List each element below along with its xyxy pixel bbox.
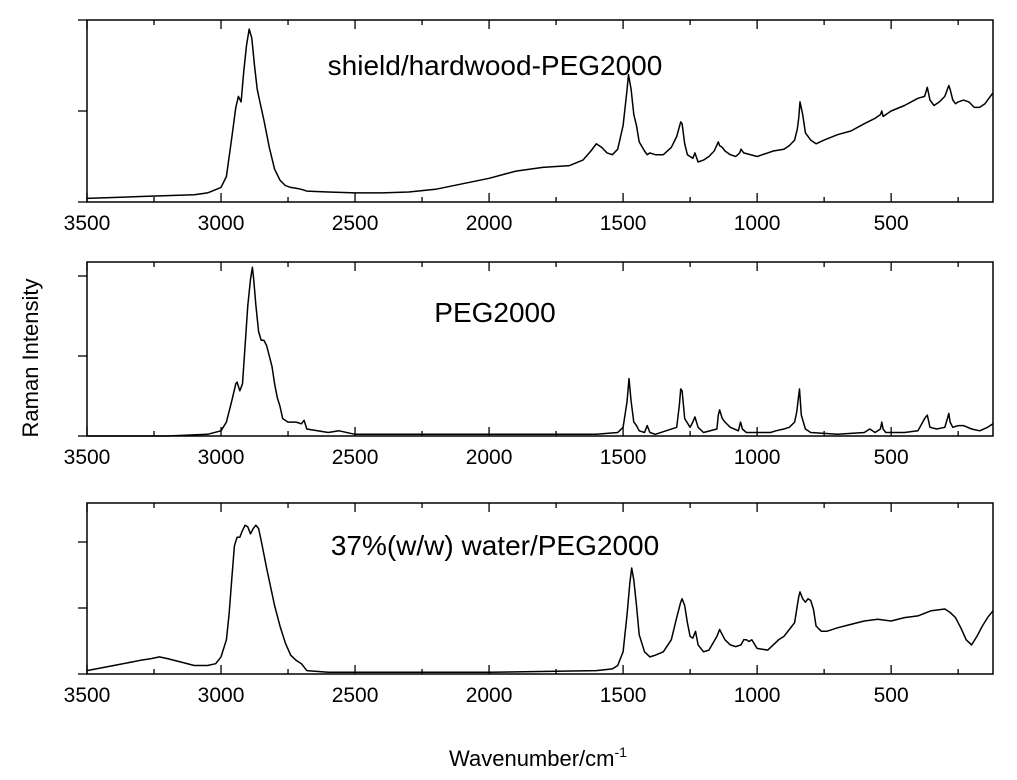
x-tick-label: 2000: [466, 212, 513, 235]
panel-frame: [86, 502, 994, 675]
panel-frame: [86, 19, 994, 203]
x-tick-label: 2000: [466, 684, 513, 707]
x-tick-label: 3500: [64, 446, 111, 469]
x-tick-label: 2000: [466, 446, 513, 469]
x-tick-label: 1500: [600, 212, 647, 235]
panel-title: shield/hardwood-PEG2000: [328, 50, 663, 81]
x-tick-label: 2500: [332, 684, 379, 707]
spectrum-line: [86, 28, 994, 200]
x-tick-label: 3000: [198, 446, 245, 469]
x-axis-label-superscript: -1: [615, 744, 628, 760]
panels: 3500 3000 2500 2000 1500 1000 500 shield/hardwo…: [64, 19, 994, 707]
spectrum-line: [87, 266, 994, 437]
x-tick-label: 500: [874, 446, 909, 469]
x-tick-label: 2500: [332, 446, 379, 469]
panel-title: 37%(w/w) water/PEG2000: [331, 530, 659, 561]
x-tick-label: 500: [874, 684, 909, 707]
y-axis-label: Raman Intensity: [18, 279, 43, 438]
x-tick-label: 1000: [734, 684, 781, 707]
panel-1: 3500 3000 2500 2000 1500 1000 500 shield/hardwo…: [64, 19, 994, 235]
x-axis-label: Wavenumber/cm-1: [449, 744, 627, 771]
x-axis-label-text: Wavenumber/cm: [449, 746, 614, 771]
x-tick-label: 1000: [734, 446, 781, 469]
panel-title: PEG2000: [434, 297, 555, 328]
x-tick-label: 2500: [332, 212, 379, 235]
x-tick-label: 1500: [600, 684, 647, 707]
x-tick-label: 3000: [198, 212, 245, 235]
panel-2: 3500 3000 2500 2000 1500 1000 500 PEG2000: [64, 261, 994, 469]
panel-frame: [86, 261, 994, 437]
x-tick-label: 3500: [64, 212, 111, 235]
panel-3: 3500 3000 2500 2000 1500 1000 500 37%(w/w) wate…: [64, 502, 994, 707]
x-tick-label: 1500: [600, 446, 647, 469]
spectrum-line: [86, 524, 994, 674]
x-tick-label: 1000: [734, 212, 781, 235]
x-tick-label: 500: [874, 212, 909, 235]
x-tick-label: 3000: [198, 684, 245, 707]
x-tick-label: 3500: [64, 684, 111, 707]
